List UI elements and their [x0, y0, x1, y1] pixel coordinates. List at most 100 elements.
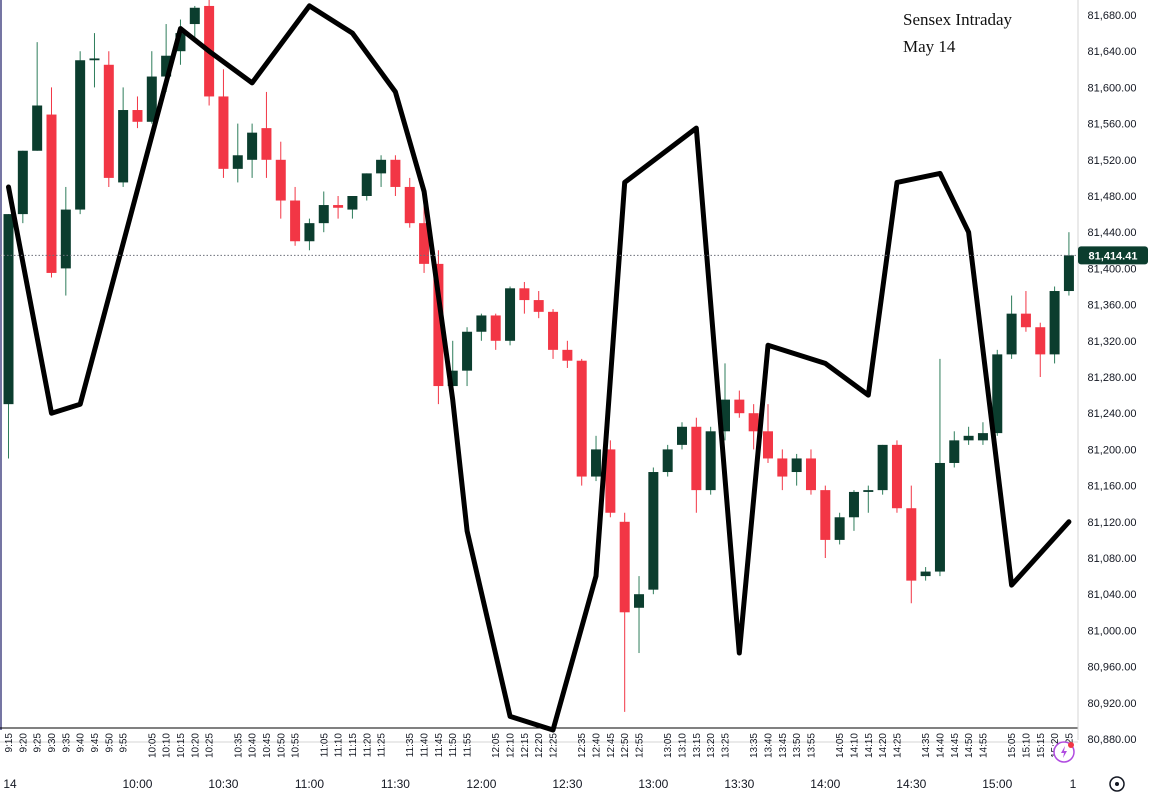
- candle-body: [648, 472, 659, 590]
- candle: [820, 485, 831, 558]
- lightning-icon[interactable]: [1053, 741, 1075, 763]
- candle: [934, 358, 945, 577]
- candle-body: [247, 132, 258, 160]
- candle: [906, 485, 917, 604]
- candle: [648, 467, 659, 595]
- gauge-icon[interactable]: [1109, 776, 1125, 792]
- y-tick-label: 81,000.00: [1088, 625, 1137, 637]
- x-minor-tick-label: 15:20: [1050, 733, 1061, 758]
- candle-body: [132, 110, 143, 122]
- candle: [662, 444, 673, 477]
- candle-body: [490, 315, 501, 341]
- x-minor-tick-label: 12:15: [520, 733, 531, 758]
- candle-body: [677, 426, 688, 445]
- overlay-line-path: [6, 3, 1072, 733]
- candle-body: [3, 214, 14, 405]
- candle-body: [232, 155, 243, 169]
- x-major-tick-label: 11:00: [295, 777, 324, 791]
- candle-body: [591, 449, 602, 477]
- candle-body: [576, 360, 587, 477]
- candle: [390, 155, 401, 196]
- candle-body: [562, 349, 573, 361]
- y-tick-label: 81,040.00: [1088, 589, 1137, 601]
- candle: [347, 196, 358, 219]
- candle-body: [820, 490, 831, 540]
- candle-body: [304, 223, 315, 242]
- candle-body: [376, 159, 387, 174]
- candle: [462, 327, 473, 387]
- candle: [404, 177, 415, 228]
- x-minor-tick-label: 14:05: [835, 733, 846, 758]
- candle: [318, 191, 329, 233]
- candle-body: [891, 444, 902, 509]
- candle: [720, 363, 730, 441]
- candle: [146, 51, 157, 124]
- y-tick-label: 81,240.00: [1088, 408, 1137, 420]
- candle: [89, 33, 100, 88]
- candle: [619, 512, 630, 712]
- candle: [877, 444, 888, 495]
- x-minor-tick-label: 10:15: [176, 733, 187, 758]
- candle: [891, 440, 902, 513]
- candle: [920, 567, 931, 581]
- x-minor-tick-label: 13:05: [663, 733, 674, 758]
- candle: [562, 340, 573, 368]
- candle-body: [103, 64, 114, 178]
- x-minor-tick-label: 9:15: [4, 733, 15, 753]
- x-minor-tick-label: 14:45: [950, 733, 961, 758]
- x-major-tick-label: 13:00: [638, 777, 668, 791]
- plot-border: [0, 0, 1079, 743]
- candle: [261, 91, 272, 178]
- candle: [376, 155, 387, 187]
- candle: [132, 96, 143, 129]
- x-major-tick-label: 1: [1070, 777, 1077, 791]
- x-minor-tick-label: 11:40: [420, 733, 431, 758]
- candle: [992, 349, 1003, 436]
- x-minor-tick-label: 11:20: [362, 733, 373, 758]
- y-tick-label: 81,480.00: [1088, 191, 1137, 203]
- candle: [748, 404, 759, 450]
- candle-body: [834, 517, 845, 540]
- x-minor-tick-label: 9:30: [47, 733, 58, 753]
- candle-body: [75, 60, 86, 210]
- candle-body: [290, 200, 301, 242]
- candle: [1035, 322, 1046, 377]
- candle: [1006, 295, 1017, 359]
- x-minor-tick-label: 10:45: [262, 733, 273, 758]
- candle-body: [175, 33, 186, 52]
- y-tick-label: 81,440.00: [1088, 227, 1137, 239]
- candle-body: [1063, 255, 1074, 292]
- candle-body: [992, 354, 1003, 434]
- candle: [977, 422, 988, 445]
- candle: [275, 141, 286, 219]
- candle: [863, 485, 874, 513]
- x-major-tick-label: 12:30: [552, 777, 582, 791]
- candle: [791, 453, 802, 486]
- candle-body: [419, 223, 430, 264]
- x-minor-tick-label: 13:45: [778, 733, 789, 758]
- candle: [476, 313, 487, 341]
- x-minor-tick-label: 13:15: [692, 733, 703, 758]
- candle-body: [361, 173, 372, 196]
- candle: [576, 358, 587, 486]
- candle: [734, 390, 745, 418]
- candle: [361, 173, 372, 201]
- x-minor-tick-label: 12:55: [635, 733, 646, 758]
- y-tick-label: 80,880.00: [1088, 734, 1137, 746]
- candle-body: [519, 288, 530, 301]
- x-minor-tick-label: 12:20: [534, 733, 545, 758]
- y-tick-label: 81,560.00: [1088, 119, 1137, 131]
- x-minor-tick-label: 11:10: [334, 733, 345, 758]
- candle: [519, 281, 530, 314]
- candle: [247, 123, 258, 178]
- candle-body: [949, 440, 960, 463]
- y-tick-label: 81,520.00: [1088, 155, 1137, 167]
- y-tick-label: 81,360.00: [1088, 300, 1137, 312]
- candle: [189, 5, 200, 38]
- candle: [677, 422, 688, 450]
- candle: [805, 449, 816, 495]
- x-minor-tick-label: 10:05: [147, 733, 158, 758]
- x-minor-tick-label: 11:45: [434, 733, 445, 758]
- y-tick-label: 81,680.00: [1088, 10, 1137, 22]
